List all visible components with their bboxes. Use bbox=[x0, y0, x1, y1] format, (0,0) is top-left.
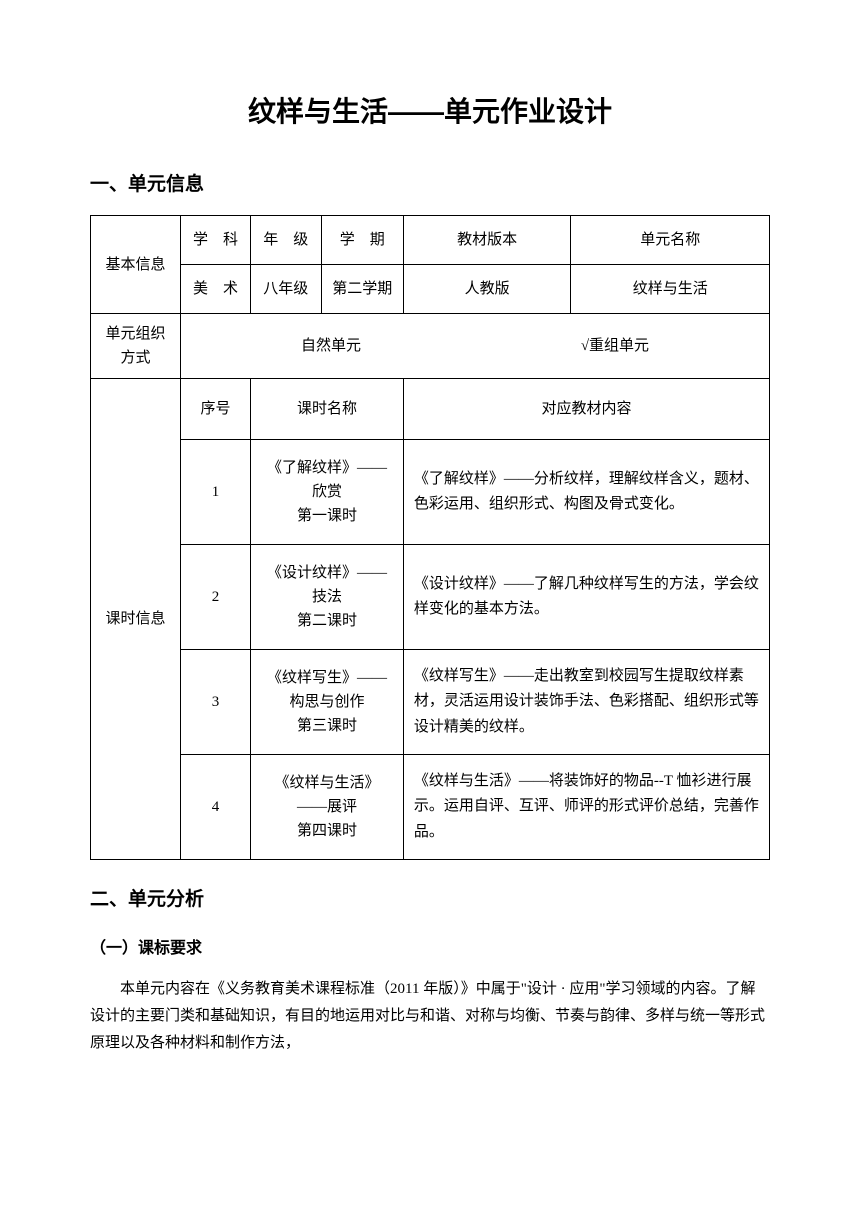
lesson-content: 《纹样与生活》——将装饰好的物品--T 恤衫进行展示。运用自评、互评、师评的形式… bbox=[403, 755, 769, 860]
value-textbook: 人教版 bbox=[403, 265, 571, 314]
org-option-natural: 自然单元 bbox=[301, 334, 361, 358]
table-row: 2 《设计纹样》——技法 第二课时 《设计纹样》——了解几种纹样写生的方法，学会… bbox=[91, 545, 770, 650]
lesson-content: 《设计纹样》——了解几种纹样写生的方法，学会纹样变化的基本方法。 bbox=[403, 545, 769, 650]
table-row: 1 《了解纹样》——欣赏 第一课时 《了解纹样》——分析纹样，理解纹样含义，题材… bbox=[91, 440, 770, 545]
org-option-restructured: √重组单元 bbox=[581, 334, 649, 358]
section2-heading: 二、单元分析 bbox=[90, 885, 770, 915]
lesson-seq: 2 bbox=[181, 545, 251, 650]
lesson-seq: 4 bbox=[181, 755, 251, 860]
table-row: 3 《纹样写生》——构思与创作 第三课时 《纹样写生》——走出教室到校园写生提取… bbox=[91, 650, 770, 755]
section2-sub1: （一）课标要求 bbox=[90, 936, 770, 962]
lesson-name: 《设计纹样》——技法 第二课时 bbox=[251, 545, 404, 650]
lesson-content: 《纹样写生》——走出教室到校园写生提取纹样素材，灵活运用设计装饰手法、色彩搭配、… bbox=[403, 650, 769, 755]
header-textbook: 教材版本 bbox=[403, 216, 571, 265]
value-semester: 第二学期 bbox=[321, 265, 403, 314]
lesson-name: 《了解纹样》——欣赏 第一课时 bbox=[251, 440, 404, 545]
table-row: 4 《纹样与生活》——展评 第四课时 《纹样与生活》——将装饰好的物品--T 恤… bbox=[91, 755, 770, 860]
lesson-name: 《纹样写生》——构思与创作 第三课时 bbox=[251, 650, 404, 755]
section1-heading: 一、单元信息 bbox=[90, 170, 770, 200]
basic-info-label: 基本信息 bbox=[91, 216, 181, 314]
unit-info-table: 基本信息 学 科 年 级 学 期 教材版本 单元名称 美 术 八年级 第二学期 … bbox=[90, 215, 770, 860]
lesson-seq: 3 bbox=[181, 650, 251, 755]
header-grade: 年 级 bbox=[251, 216, 322, 265]
header-unit-name: 单元名称 bbox=[571, 216, 770, 265]
lesson-header-content: 对应教材内容 bbox=[403, 379, 769, 440]
header-subject: 学 科 bbox=[181, 216, 251, 265]
org-label: 单元组织 方式 bbox=[91, 314, 181, 379]
lesson-name: 《纹样与生活》——展评 第四课时 bbox=[251, 755, 404, 860]
lesson-header-name: 课时名称 bbox=[251, 379, 404, 440]
value-unit-name: 纹样与生活 bbox=[571, 265, 770, 314]
lesson-info-label: 课时信息 bbox=[91, 379, 181, 860]
lesson-header-seq: 序号 bbox=[181, 379, 251, 440]
value-subject: 美 术 bbox=[181, 265, 251, 314]
value-grade: 八年级 bbox=[251, 265, 322, 314]
header-semester: 学 期 bbox=[321, 216, 403, 265]
page-title: 纹样与生活——单元作业设计 bbox=[90, 90, 770, 135]
lesson-content: 《了解纹样》——分析纹样，理解纹样含义，题材、色彩运用、组织形式、构图及骨式变化… bbox=[403, 440, 769, 545]
lesson-seq: 1 bbox=[181, 440, 251, 545]
section2-para1: 本单元内容在《义务教育美术课程标准（2011 年版）》中属于"设计 · 应用"学… bbox=[90, 976, 770, 1057]
